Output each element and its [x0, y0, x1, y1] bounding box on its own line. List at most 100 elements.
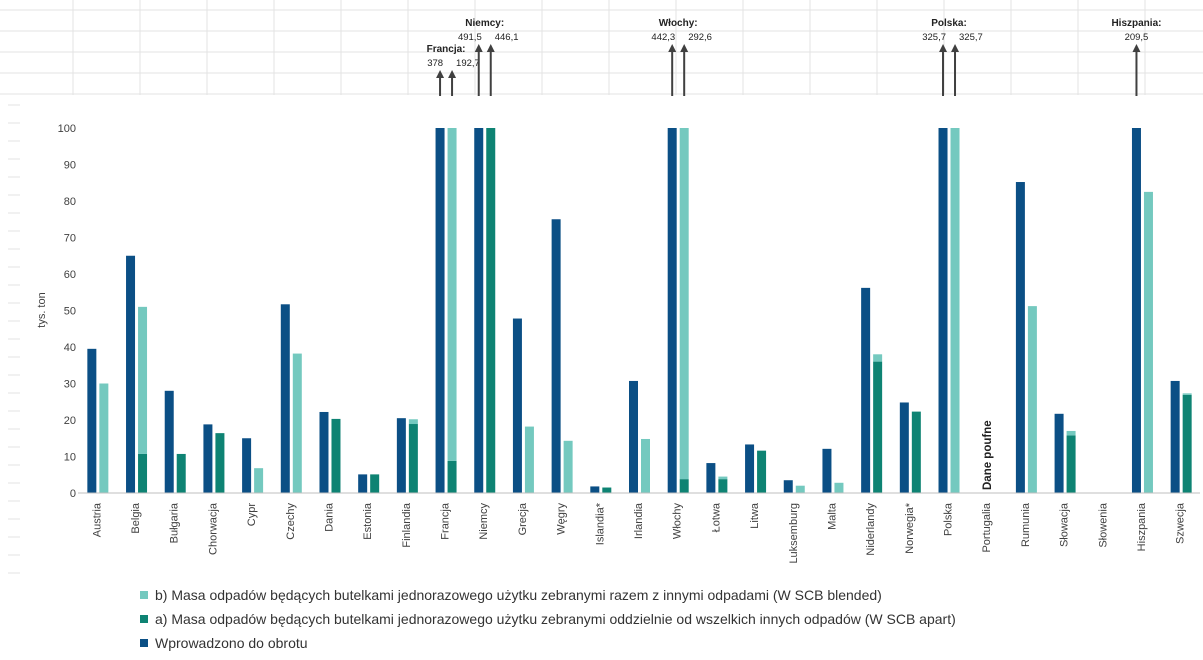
bar-collected-blended [873, 354, 883, 362]
bar-collected-blended [1027, 306, 1037, 493]
overflow-arrow-head [486, 44, 495, 52]
bar-placed-on-market [899, 402, 909, 493]
bar-collected-blended [679, 128, 689, 480]
bar-collected-blended [563, 440, 573, 493]
bar-collected-apart [1182, 394, 1192, 493]
x-category-label: Łotwa [710, 502, 722, 532]
x-category-label: Chorwacja [207, 502, 219, 555]
bar-collected-apart [911, 411, 921, 493]
y-tick-label: 0 [70, 488, 76, 500]
overflow-note-value: 325,7 [959, 32, 983, 43]
bar-placed-on-market [822, 448, 832, 493]
legend-label-apart: a) Masa odpadów będących butelkami jedno… [155, 611, 956, 627]
bar-collected-blended [1143, 191, 1153, 493]
x-category-label: Słowenia [1097, 502, 1109, 548]
x-category-label: Luksemburg [788, 503, 800, 564]
bar-collected-apart [331, 418, 341, 493]
y-tick-label: 70 [64, 233, 76, 245]
overflow-arrow-head [680, 44, 689, 52]
bar-collected-blended [1066, 430, 1076, 436]
overflow-arrow-head [668, 44, 677, 52]
bar-collected-blended [99, 383, 109, 493]
overflow-notes-group: Francja: 378 192,7 Niemcy: 491,5 446,1 Włochy:… [427, 18, 1161, 96]
legend-swatch-placed-on-market [140, 639, 148, 647]
bar-placed-on-market [1054, 413, 1064, 493]
bar-placed-on-market [938, 128, 948, 493]
overflow-note-value: 192,7 [456, 58, 480, 69]
y-axis-title: tys. ton [36, 292, 48, 327]
bar-placed-on-market [358, 474, 368, 493]
bar-placed-on-market [706, 463, 716, 493]
bar-collected-apart [486, 128, 496, 493]
bar-collected-blended [254, 468, 264, 493]
bar-collected-apart [370, 474, 380, 493]
bar-collected-apart [679, 479, 689, 493]
bar-placed-on-market [783, 480, 793, 493]
y-tick-label: 100 [58, 123, 76, 135]
bar-placed-on-market [629, 380, 638, 493]
axes-group: 0 10 20 30 40 50 60 70 80 90 100 tys. ton Austria Bel… [36, 123, 1200, 564]
y-tick-label: 90 [64, 160, 76, 172]
bar-collected-blended [718, 476, 728, 480]
bar-placed-on-market [1131, 128, 1141, 493]
bar-collected-apart [873, 361, 883, 493]
x-category-label: Cypr [246, 503, 258, 527]
bar-collected-blended [138, 306, 148, 454]
bar-collected-apart [1066, 435, 1076, 493]
x-category-label: Estonia [362, 502, 374, 540]
x-category-label: Norwegia* [904, 502, 916, 553]
legend-label-blended: b) Masa odpadów będących butelkami jedno… [155, 587, 882, 603]
bars-group: Dane poufne [87, 128, 1192, 493]
bar-placed-on-market [203, 424, 213, 493]
x-category-label: Włochy [672, 503, 684, 540]
bar-placed-on-market [280, 304, 290, 493]
bar-placed-on-market [745, 444, 755, 493]
overflow-arrow-head [448, 70, 457, 78]
overflow-note-value: 378 [427, 58, 443, 69]
overflow-note-value: 325,7 [922, 32, 946, 43]
x-category-label: Litwa [749, 502, 761, 529]
y-tick-label: 60 [64, 269, 76, 281]
x-category-label: Belgia [130, 502, 142, 533]
confidential-data-label: Dane poufne [982, 420, 994, 490]
overflow-arrow-head [474, 44, 483, 52]
x-category-label: Polska [943, 502, 955, 536]
bar-collected-apart [408, 424, 418, 493]
y-tick-label: 30 [64, 379, 76, 391]
spreadsheet-grid [0, 0, 1203, 574]
overflow-note-value: 442,3 [651, 32, 675, 43]
overflow-note-title: Polska: [931, 18, 967, 29]
bar-collected-blended [641, 438, 650, 493]
bar-placed-on-market [242, 438, 252, 493]
x-category-label: Dania [323, 502, 335, 532]
bar-collected-apart [602, 487, 612, 493]
overflow-note-title: Niemcy: [465, 18, 504, 29]
legend-label-placed-on-market: Wprowadzono do obrotu [155, 635, 308, 651]
overflow-note-value: 446,1 [495, 32, 519, 43]
x-category-label: Francja [440, 502, 452, 540]
x-category-label: Portugalia [981, 502, 993, 552]
x-category-label: Niemcy [478, 503, 490, 540]
bar-placed-on-market [87, 348, 97, 493]
bar-placed-on-market [1015, 182, 1025, 493]
bar-collected-apart [718, 479, 728, 493]
legend-swatch-apart [140, 615, 148, 623]
x-category-label: Islandia* [594, 502, 606, 545]
bar-placed-on-market [551, 219, 561, 493]
bar-placed-on-market [126, 255, 136, 493]
bar-placed-on-market [435, 128, 445, 493]
overflow-arrow-head [1132, 44, 1141, 52]
bar-placed-on-market [319, 411, 329, 493]
bar-collected-apart [757, 450, 767, 493]
overflow-arrow-head [951, 44, 960, 52]
bar-collected-apart [215, 433, 225, 493]
bar-collected-apart [447, 460, 457, 493]
x-category-label: Malta [826, 502, 838, 530]
x-category-label: Grecja [517, 502, 529, 535]
bar-collected-blended [408, 419, 418, 425]
x-category-label: Węgry [556, 503, 568, 535]
bar-collected-apart [176, 453, 186, 493]
bar-collected-blended [292, 353, 302, 493]
bar-placed-on-market [590, 486, 600, 493]
bar-placed-on-market [512, 318, 522, 493]
